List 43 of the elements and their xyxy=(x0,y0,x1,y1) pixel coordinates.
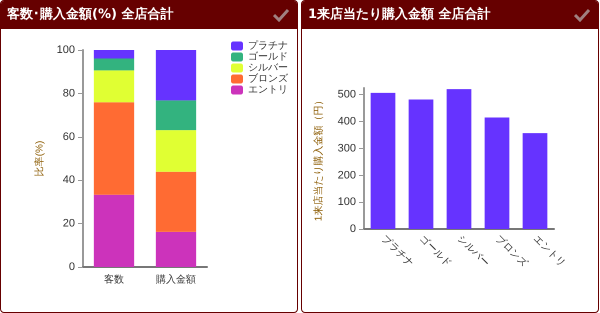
legend-label: エントリ xyxy=(248,84,288,96)
y-tick-label: 40 xyxy=(62,174,75,186)
y-tick-label: 100 xyxy=(338,196,356,208)
y-tick-label: 20 xyxy=(62,218,75,230)
bar xyxy=(484,118,510,229)
bar xyxy=(94,58,134,70)
bar xyxy=(156,100,196,130)
legend-label: ブロンズ xyxy=(248,72,289,84)
bar xyxy=(156,172,196,232)
x-tick-label: 購入金額 xyxy=(156,274,196,286)
bar xyxy=(94,70,134,102)
x-tick-label: ブロンズ xyxy=(493,232,531,270)
x-tick-label: シルバー xyxy=(455,233,492,270)
y-tick-label: 0 xyxy=(350,223,356,235)
y-tick-label: 300 xyxy=(338,142,356,154)
bar xyxy=(94,50,134,58)
y-axis-title: 比率(%) xyxy=(34,140,46,176)
x-tick-label: 客数 xyxy=(104,274,124,286)
bar xyxy=(156,130,196,172)
y-axis-title: 1来店当たり購入金額（円） xyxy=(312,96,324,222)
bar xyxy=(522,133,548,229)
bar xyxy=(408,100,434,229)
x-tick-label: ゴールド xyxy=(417,232,454,270)
y-tick-label: 100 xyxy=(56,44,75,56)
bar xyxy=(156,50,196,100)
y-tick-label: 500 xyxy=(338,88,356,101)
y-tick-label: 200 xyxy=(338,169,356,182)
y-tick-label: 60 xyxy=(62,130,75,143)
bar xyxy=(94,102,134,195)
bar xyxy=(370,92,396,229)
y-tick-label: 400 xyxy=(338,116,356,128)
bar xyxy=(156,232,196,267)
chart-title: 客数･購入金額(%) 全店合計 xyxy=(7,7,174,22)
legend-label: ゴールド xyxy=(248,50,288,62)
y-tick-label: 0 xyxy=(68,261,75,273)
legend-label: プラチナ xyxy=(248,40,288,52)
x-tick-label: エントリ xyxy=(531,233,568,270)
y-tick-label: 80 xyxy=(62,87,75,100)
legend-label: シルバー xyxy=(248,62,288,74)
chart-title: 1来店当たり購入金額 全店合計 xyxy=(308,7,491,22)
bar xyxy=(94,194,134,267)
bar xyxy=(446,89,472,229)
x-tick-label: プラチナ xyxy=(379,232,416,270)
